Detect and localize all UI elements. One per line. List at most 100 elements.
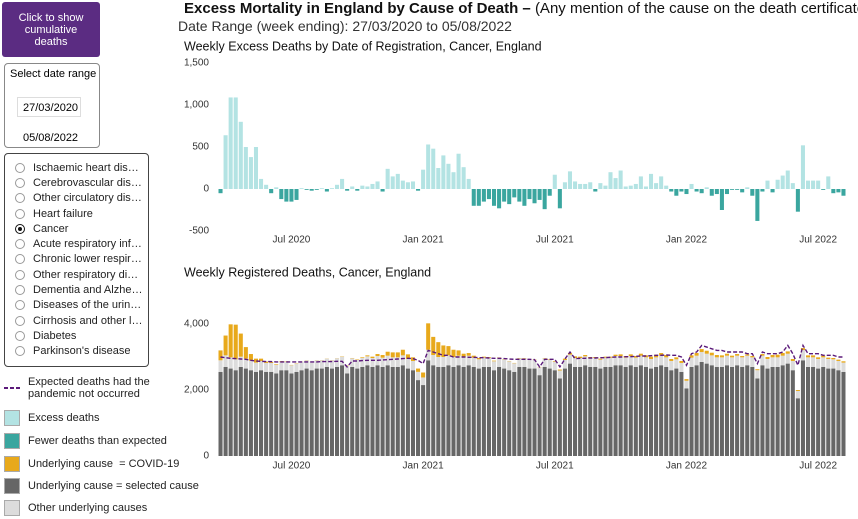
bar-segment [623,366,628,456]
bar-segment [831,359,836,369]
cause-option[interactable]: Other circulatory diseases [5,191,148,206]
bar-segment [279,370,284,456]
bar-segment [745,355,750,366]
bar-segment [385,351,390,356]
x-tick-label: Jul 2022 [799,461,837,472]
bar-segment [770,366,775,456]
bar-segment [421,372,426,378]
bar-segment [719,355,724,358]
bar [765,180,770,189]
bar-segment [618,365,623,456]
cause-option[interactable]: Cerebrovascular diseases [5,175,148,190]
bar-segment [416,368,421,372]
cause-option[interactable]: Dementia and Alzheimer's [5,282,148,297]
bar-segment [800,348,805,351]
radio[interactable] [15,315,25,326]
bar-segment [314,360,319,369]
radio[interactable] [15,177,25,188]
bar-segment [694,365,699,456]
bar-segment [557,370,562,379]
bar-segment [765,358,770,369]
cause-label: Diseases of the urinary system [33,299,143,312]
bar-segment [648,368,654,456]
bar-segment [841,362,846,372]
bar-segment [664,355,669,358]
bar-segment [238,356,243,367]
bar-segment [456,365,461,456]
bar-segment [243,347,248,359]
radio[interactable] [15,162,25,173]
bar [638,176,643,189]
bar-segment [775,357,780,367]
radio[interactable] [15,223,25,234]
cause-option[interactable]: Other respiratory diseases [5,267,148,282]
bar-segment [578,357,583,367]
cause-label: Cirrhosis and other liver diseases [33,314,143,327]
radio[interactable] [15,208,25,219]
bar-segment [360,366,365,456]
cause-option[interactable]: Cirrhosis and other liver diseases [5,313,148,328]
bar-segment [360,357,365,367]
bar-segment [805,366,811,456]
bar-segment [264,362,269,372]
bar [795,189,800,212]
bar-segment [329,368,334,456]
cumulative-button[interactable]: Click to show cumulative deaths [2,2,100,57]
legend-item: Other underlying causes [4,500,147,516]
bar-segment [299,361,304,371]
cause-label: Cancer [33,222,69,235]
bar-segment [274,364,279,374]
bar-segment [375,354,380,357]
bar [659,176,664,189]
date-from[interactable]: 27/03/2020 [17,97,81,117]
bar [588,182,593,189]
radio[interactable] [15,346,25,357]
radio[interactable] [15,330,25,341]
bar [405,182,410,189]
date-to[interactable]: 05/08/2022 [17,127,81,147]
bar-segment [542,366,547,456]
bar [380,189,385,192]
bar-segment [613,354,618,357]
bar-segment [547,368,552,456]
bar-segment [638,353,643,356]
cause-label: Other circulatory diseases [33,192,143,205]
cause-option[interactable]: Diabetes [5,328,148,343]
bar-segment [466,365,471,456]
bar [228,97,233,189]
bar-segment [279,361,284,371]
bar [314,189,319,190]
cause-option[interactable]: Cancer [5,221,148,236]
bar [714,189,719,195]
bar-segment [745,365,750,456]
bar [790,183,795,189]
bar-segment [790,370,795,456]
bar-segment [654,357,659,367]
bar-segment [724,355,730,366]
bar-segment [821,357,826,367]
bar [699,189,704,194]
radio[interactable] [15,269,25,280]
bar-segment [679,371,684,456]
bar [740,189,745,193]
bar-segment [735,354,740,356]
radio[interactable] [15,285,25,296]
radio[interactable] [15,254,25,265]
bar [269,189,274,194]
cause-option[interactable]: Chronic lower respiratory diseases [5,252,148,267]
radio[interactable] [15,300,25,311]
cause-option[interactable]: Ischaemic heart diseases [5,160,148,175]
legend-swatch [4,410,20,426]
bar-segment [481,357,486,367]
bar-segment [603,356,608,358]
cause-option[interactable]: Parkinson's disease [5,344,148,359]
y-tick-label: 1,000 [184,100,209,111]
title-rest: (Any mention of the cause on the death c… [534,0,858,17]
cause-option[interactable]: Diseases of the urinary system [5,298,148,313]
radio[interactable] [15,239,25,250]
bar-segment [795,390,800,391]
cause-option[interactable]: Acute respiratory infections [5,236,148,251]
cause-option[interactable]: Heart failure [5,206,148,221]
bar-segment [628,356,633,366]
radio[interactable] [15,193,25,204]
